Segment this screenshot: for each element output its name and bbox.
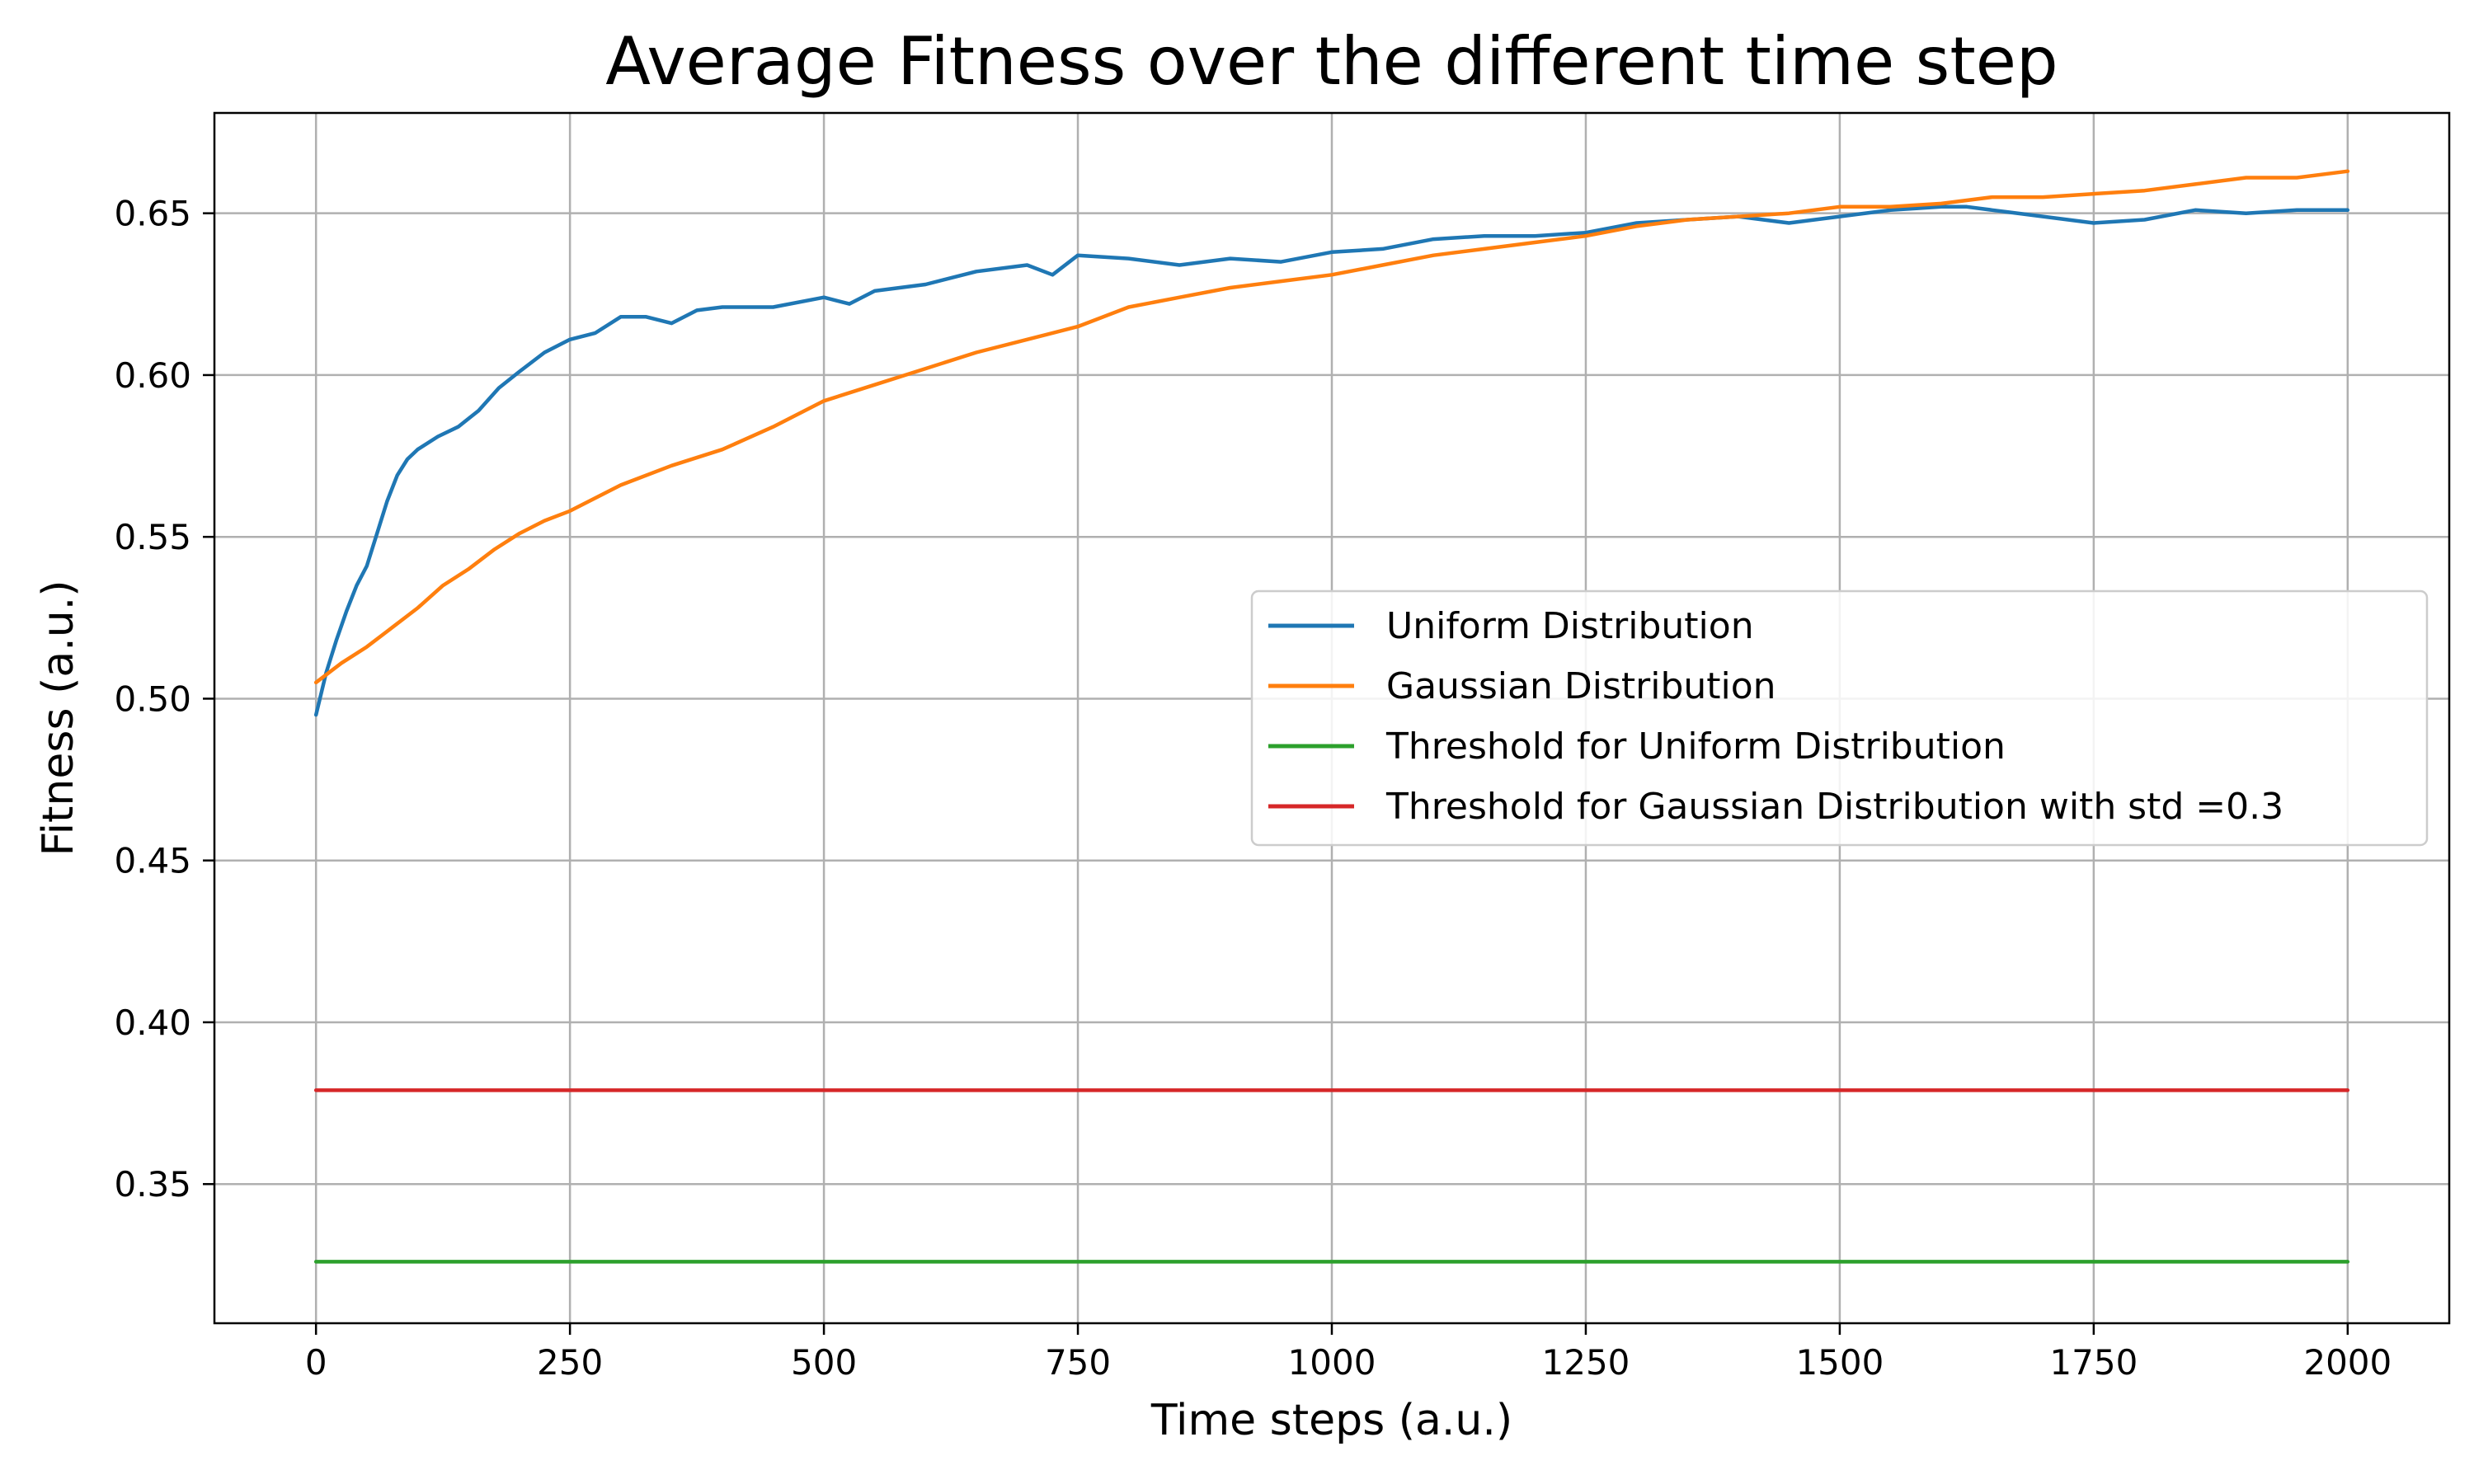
legend-label-gaussian: Gaussian Distribution xyxy=(1386,665,1776,707)
y-tick-label: 0.45 xyxy=(114,841,191,881)
y-axis-label: Fitness (a.u.) xyxy=(34,580,83,856)
gaussian-distribution-line xyxy=(313,169,2350,685)
y-tick-label: 0.40 xyxy=(114,1003,191,1043)
y-tick-label: 0.55 xyxy=(114,517,191,557)
y-tick-label: 0.35 xyxy=(114,1164,191,1205)
legend-label-uniform-threshold: Threshold for Uniform Distribution xyxy=(1385,726,2006,768)
uniform-distribution-line xyxy=(313,204,2350,717)
axis-ticks: 0 250 500 750 1000 1250 1500 1750 2000 0.35 0.40 0.… xyxy=(114,194,2392,1383)
legend-label-uniform: Uniform Distribution xyxy=(1386,605,1754,647)
series-lines xyxy=(313,169,2350,1264)
x-tick-label: 1500 xyxy=(1795,1342,1884,1383)
legend: Uniform Distribution Gaussian Distributio… xyxy=(1250,589,2429,847)
x-tick-label: 500 xyxy=(791,1342,857,1383)
x-tick-label: 750 xyxy=(1045,1342,1111,1383)
legend-box xyxy=(1250,589,2429,847)
x-tick-label: 2000 xyxy=(2303,1342,2392,1383)
y-tick-label: 0.60 xyxy=(114,355,191,396)
legend-label-gaussian-threshold: Threshold for Gaussian Distribution with… xyxy=(1385,786,2284,828)
x-tick-label: 1250 xyxy=(1542,1342,1630,1383)
x-tick-label: 250 xyxy=(537,1342,603,1383)
grid xyxy=(214,113,2449,1323)
x-tick-label: 1750 xyxy=(2049,1342,2138,1383)
x-tick-label: 1000 xyxy=(1288,1342,1376,1383)
x-tick-label: 0 xyxy=(305,1342,327,1383)
x-axis-label: Time steps (a.u.) xyxy=(1150,1396,1512,1445)
chart-title: Average Fitness over the different time … xyxy=(605,23,2058,100)
y-tick-label: 0.50 xyxy=(114,679,191,719)
y-tick-label: 0.65 xyxy=(114,194,191,234)
